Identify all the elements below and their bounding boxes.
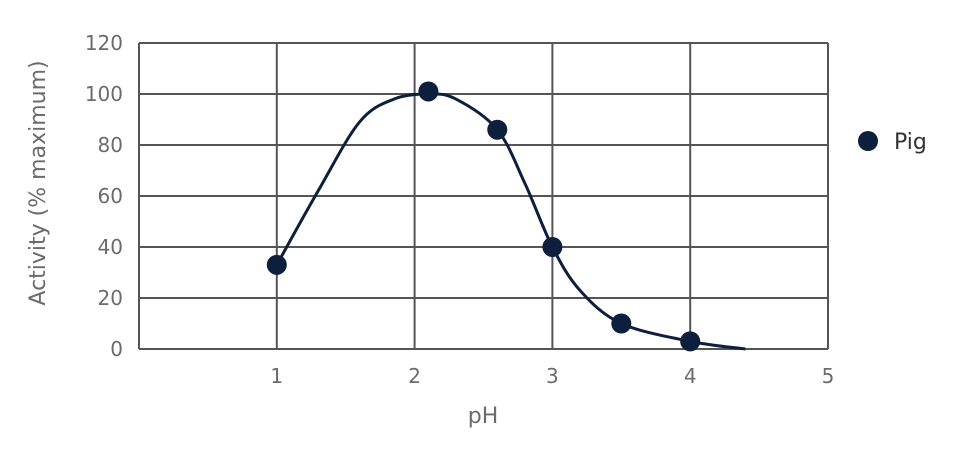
- y-tick-label-100: 100: [85, 82, 123, 106]
- data-point: [418, 81, 439, 102]
- y-axis-ticks: 0 20 40 60 80 100 120: [85, 31, 123, 361]
- x-axis-ticks: 1 2 3 4 5: [270, 364, 834, 388]
- y-tick-label-60: 60: [98, 184, 123, 208]
- x-tick-label-2: 2: [408, 364, 421, 388]
- data-points: [266, 81, 701, 352]
- x-tick-label-3: 3: [546, 364, 559, 388]
- legend: Pig: [858, 130, 927, 155]
- data-point: [611, 313, 632, 334]
- data-point: [487, 119, 508, 140]
- y-tick-label-40: 40: [98, 235, 123, 259]
- x-tick-label-5: 5: [822, 364, 835, 388]
- x-axis-title: pH: [468, 404, 499, 429]
- x-tick-label-4: 4: [684, 364, 697, 388]
- y-axis-title: Activity (% maximum): [26, 60, 51, 305]
- y-tick-label-0: 0: [110, 337, 123, 361]
- data-point: [542, 237, 563, 257]
- legend-marker: [858, 131, 878, 151]
- x-tick-label-1: 1: [270, 364, 283, 388]
- y-tick-label-80: 80: [98, 133, 123, 157]
- data-point: [680, 331, 701, 352]
- data-point: [266, 254, 287, 275]
- grid: [138, 42, 829, 350]
- fitted-curve: [275, 92, 746, 351]
- y-tick-label-120: 120: [85, 31, 123, 55]
- legend-label: Pig: [894, 130, 927, 155]
- y-tick-label-20: 20: [98, 286, 123, 310]
